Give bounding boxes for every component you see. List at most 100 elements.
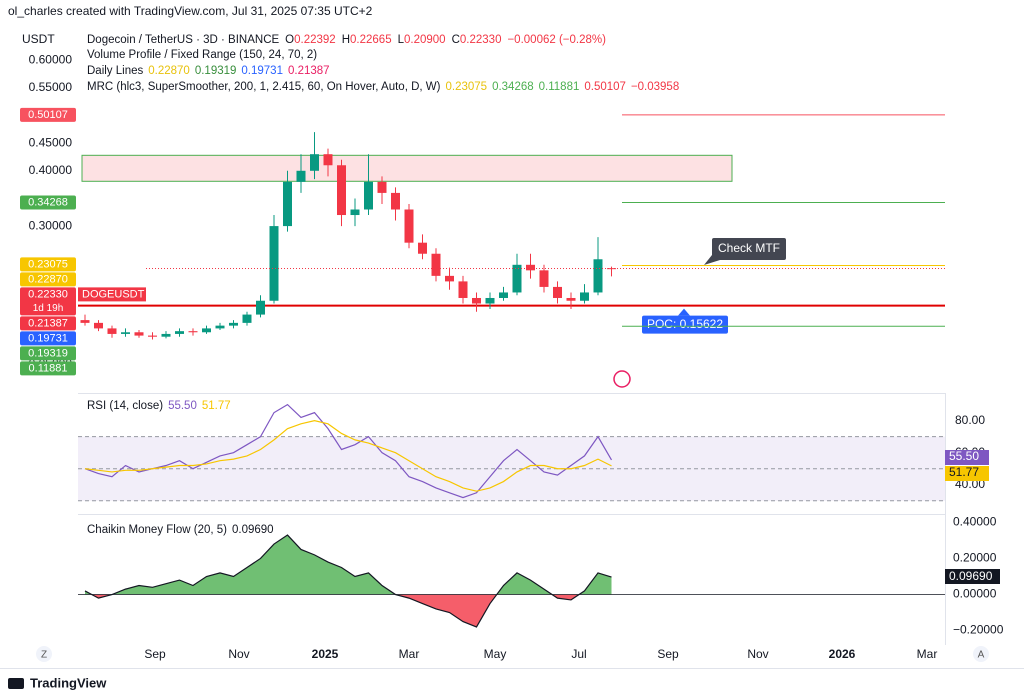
indicator-value: 0.21387 (288, 65, 330, 77)
price-label-box (20, 316, 76, 331)
candles (80, 132, 616, 340)
price-label-box (20, 195, 76, 210)
candle-body (512, 264, 522, 293)
auto-button[interactable] (973, 646, 989, 662)
candle-body (364, 181, 373, 210)
candle-body (94, 322, 103, 329)
candle-body (283, 181, 292, 227)
symbol-tag: DOGEUSDT (82, 288, 145, 300)
candle-body (404, 209, 414, 243)
price-label: 0.50107 (28, 109, 68, 121)
candle-body (553, 286, 562, 298)
legend-line: MRC (hlc3, SuperSmoother, 200, 1, 2.415,… (87, 81, 679, 93)
legend-value: 0.09690 (232, 524, 274, 536)
x-tick-label: Sep (144, 647, 166, 661)
indicator-value: 0.50107 (584, 81, 626, 93)
price-label-box (20, 287, 76, 316)
pane-title: RSI (14, close) 55.50 51.77 (87, 400, 231, 412)
candle-body (566, 297, 576, 301)
x-tick-label: Jul (571, 647, 586, 661)
price-label: 0.11881 (29, 362, 68, 374)
y-tick-label: 0.45000 (29, 135, 73, 149)
cmf-area-negative (91, 594, 580, 627)
value-tag-box (945, 450, 989, 465)
candle-body (445, 275, 454, 282)
price-label-box (20, 272, 76, 287)
candle-body (80, 320, 90, 323)
rsi-line (84, 420, 612, 492)
candle-body (175, 331, 184, 334)
price-label-box (20, 346, 76, 361)
candle-body (391, 192, 400, 210)
y-tick-label: 0.30000 (29, 218, 73, 232)
axis-title: USDT (22, 32, 55, 46)
candle-body (472, 297, 481, 304)
y-tick-label: −0.20000 (953, 623, 1004, 637)
rsi-line (84, 403, 613, 499)
indicator-value: 0.23075 (445, 81, 487, 93)
legend-line: Dogecoin / TetherUS · 3D · BINANCE O0.223… (87, 34, 606, 46)
candle-body (350, 209, 360, 216)
y-tick-label: 0.20000 (953, 551, 997, 565)
ohlc-key: C (452, 34, 460, 46)
poc-label: POC: 0.15622 (647, 317, 723, 331)
candle-body (431, 253, 441, 276)
x-tick-label: Mar (399, 647, 420, 661)
candle-body (458, 281, 468, 298)
auto-label[interactable]: A (978, 650, 985, 661)
candle-body (107, 328, 117, 334)
candle-body (337, 165, 346, 216)
logo (8, 678, 24, 689)
value-tag-box (945, 466, 989, 481)
title: Chaikin Money Flow (20, 5) (87, 524, 227, 536)
candle-body (580, 292, 589, 301)
price-label-box (20, 257, 76, 272)
zoom-label[interactable]: Z (41, 650, 47, 661)
x-tick-label: Mar (917, 647, 938, 661)
candle-body (593, 259, 603, 293)
indicator-value: 0.22870 (148, 65, 190, 77)
poc-pointer (678, 308, 690, 316)
candle-body (215, 325, 225, 329)
y-tick-label: 0.60000 (29, 52, 73, 66)
legend-value: 55.50 (168, 400, 197, 412)
poc-box (642, 315, 728, 334)
indicator-name: Daily Lines (87, 65, 143, 77)
annotation: Check MTF (718, 241, 780, 255)
candle-body (296, 170, 306, 182)
indicator-value: 0.19319 (195, 65, 237, 77)
alert-icon[interactable] (613, 370, 631, 388)
value-tag: 55.50 (949, 449, 979, 463)
price-label: 0.19731 (28, 332, 68, 344)
value-tag-box (945, 569, 1000, 584)
x-tick-label: 2026 (829, 647, 856, 661)
ohlc-value: 0.22330 (460, 34, 502, 46)
y-tick-label: 0.55000 (29, 80, 73, 94)
price-label: 0.21387 (28, 317, 68, 329)
brand: TradingView (30, 675, 107, 690)
cmf-line (84, 534, 612, 628)
candle-body (161, 333, 171, 337)
candle-body (202, 328, 211, 333)
legend-line: Volume Profile / Fixed Range (150, 24, 7… (87, 49, 317, 61)
title: RSI (14, close) (87, 400, 163, 412)
countdown: 1d 19h (33, 303, 64, 314)
candle-body (499, 292, 508, 298)
indicator-value: 0.19731 (241, 65, 283, 77)
value-tag: 0.09690 (949, 569, 993, 583)
price-label: 0.22330 (28, 288, 68, 300)
candle-body (485, 297, 495, 304)
indicator-value: −0.03958 (631, 81, 679, 93)
candle-body (148, 335, 157, 337)
indicator-name: MRC (hlc3, SuperSmoother, 200, 1, 2.415,… (87, 81, 441, 93)
ohlc-value: 0.20900 (404, 34, 446, 46)
price-label: 0.34268 (28, 196, 68, 208)
watermark: ol_charles created with TradingView.com,… (8, 4, 373, 18)
ohlc-key: L (398, 34, 405, 46)
change: −0.00062 (−0.28%) (507, 34, 606, 46)
cmf-area-positive (85, 535, 612, 595)
zoom-button[interactable] (36, 646, 52, 662)
annotation-pointer (704, 255, 720, 265)
y-tick-label: 80.00 (955, 413, 985, 427)
y-tick-label: 0.40000 (953, 515, 997, 529)
